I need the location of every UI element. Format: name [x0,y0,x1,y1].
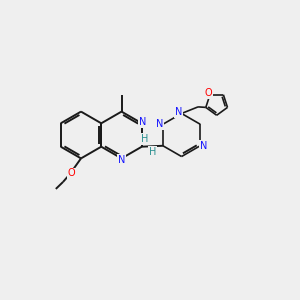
Text: H: H [141,134,148,144]
Text: N: N [118,154,125,165]
Text: O: O [68,168,75,178]
Text: N: N [156,119,163,129]
Text: O: O [205,88,212,98]
Text: N: N [139,117,146,128]
Text: N: N [200,141,207,151]
Text: N: N [175,107,182,117]
Text: H: H [149,147,156,157]
